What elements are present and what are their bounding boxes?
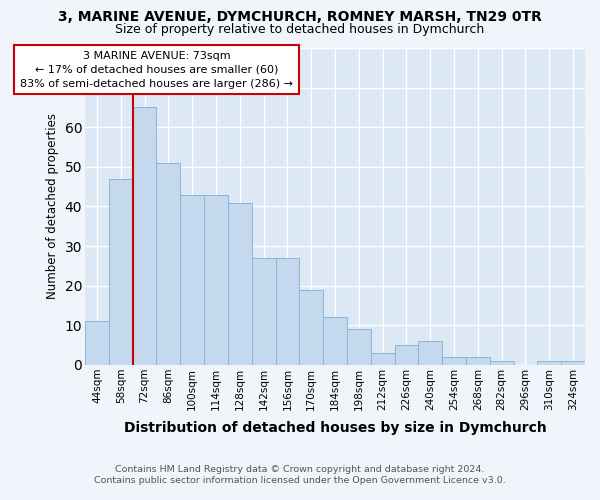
Bar xyxy=(180,194,204,365)
Bar xyxy=(85,322,109,365)
Text: Contains public sector information licensed under the Open Government Licence v3: Contains public sector information licen… xyxy=(94,476,506,485)
Text: Contains HM Land Registry data © Crown copyright and database right 2024.: Contains HM Land Registry data © Crown c… xyxy=(115,465,485,474)
Bar xyxy=(275,258,299,365)
Bar xyxy=(228,202,252,365)
Bar xyxy=(347,330,371,365)
Bar xyxy=(538,361,561,365)
Bar xyxy=(466,357,490,365)
Bar xyxy=(252,258,275,365)
Bar xyxy=(395,345,418,365)
Bar xyxy=(299,290,323,365)
Bar xyxy=(323,318,347,365)
Text: 3 MARINE AVENUE: 73sqm
← 17% of detached houses are smaller (60)
83% of semi-det: 3 MARINE AVENUE: 73sqm ← 17% of detached… xyxy=(20,51,293,89)
X-axis label: Distribution of detached houses by size in Dymchurch: Distribution of detached houses by size … xyxy=(124,421,547,435)
Bar xyxy=(418,341,442,365)
Y-axis label: Number of detached properties: Number of detached properties xyxy=(46,114,59,300)
Bar xyxy=(442,357,466,365)
Bar xyxy=(133,108,157,365)
Bar xyxy=(157,163,180,365)
Bar xyxy=(109,179,133,365)
Text: 3, MARINE AVENUE, DYMCHURCH, ROMNEY MARSH, TN29 0TR: 3, MARINE AVENUE, DYMCHURCH, ROMNEY MARS… xyxy=(58,10,542,24)
Text: Size of property relative to detached houses in Dymchurch: Size of property relative to detached ho… xyxy=(115,22,485,36)
Bar xyxy=(561,361,585,365)
Bar xyxy=(490,361,514,365)
Bar xyxy=(204,194,228,365)
Bar xyxy=(371,353,395,365)
